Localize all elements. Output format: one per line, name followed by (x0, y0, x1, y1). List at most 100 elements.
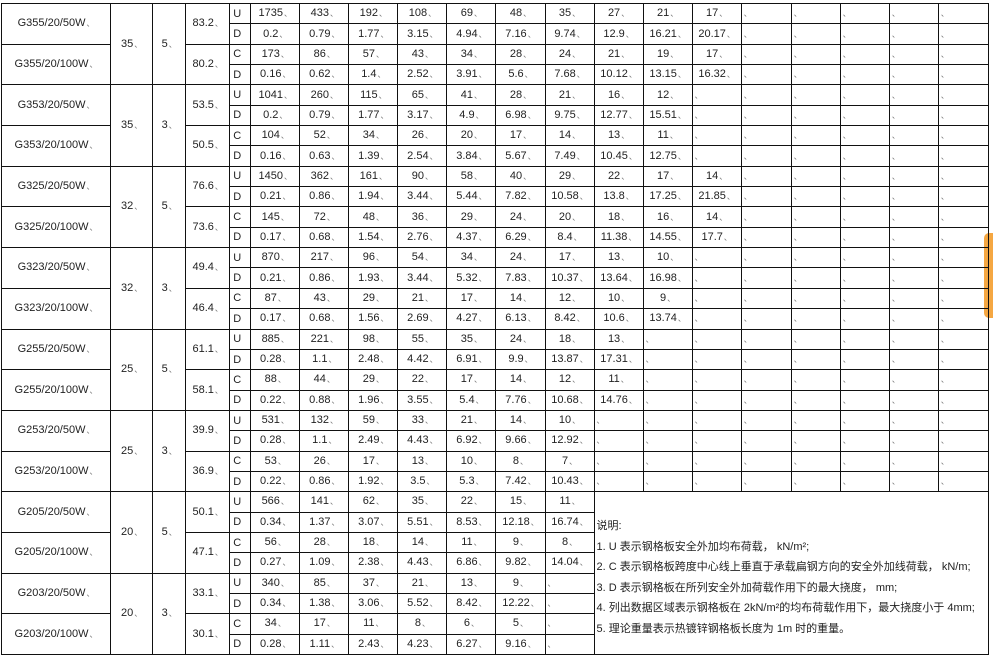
value-cell: 54 (397, 247, 448, 269)
empty-cell (888, 450, 939, 472)
empty-cell (888, 267, 939, 289)
empty-cell (839, 145, 890, 167)
empty-cell (544, 592, 595, 615)
value-cell: 17.31 (593, 348, 644, 371)
load-type: U (229, 165, 252, 188)
value-cell: 0.27 (250, 552, 301, 574)
value-cell: 1.96 (348, 389, 399, 411)
weight-value: 36.9 (185, 450, 231, 493)
value-cell: 29 (446, 206, 497, 228)
value-cell: 56 (250, 531, 301, 554)
value-cell: 19 (642, 43, 693, 66)
value-cell: 17 (495, 125, 546, 147)
product-model: G205/20/50W (0, 491, 112, 533)
empty-cell (888, 308, 939, 330)
span-value: 20 (110, 491, 154, 574)
value-cell: 14 (495, 369, 546, 391)
empty-cell (740, 267, 792, 289)
value-cell: 13 (446, 572, 497, 594)
empty-cell (740, 450, 792, 472)
empty-cell (740, 430, 792, 452)
load-type: D (229, 64, 252, 86)
value-cell: 531 (250, 409, 301, 432)
table-row: G255/20/50W25561.1U885221985535241813 (0, 328, 990, 411)
empty-cell (888, 206, 939, 228)
empty-cell (937, 186, 990, 208)
value-cell: 87 (250, 287, 301, 310)
table-row: D0.170.681.562.694.276.138.4210.613.74 (2, 308, 990, 330)
load-type: D (229, 633, 252, 656)
empty-cell (790, 43, 841, 66)
value-cell: 13.64 (593, 267, 644, 289)
value-cell: 22 (397, 369, 448, 391)
empty-cell (888, 328, 939, 350)
value-cell: 14 (691, 206, 742, 228)
value-cell: 13 (593, 328, 644, 350)
empty-cell (937, 104, 990, 127)
value-cell: 35 (446, 328, 497, 350)
empty-cell (839, 104, 890, 127)
value-cell: 14 (495, 287, 546, 310)
empty-cell (839, 64, 890, 86)
empty-cell (839, 348, 890, 371)
empty-cell (839, 430, 890, 452)
side-panel-tab[interactable] (984, 233, 993, 318)
empty-cell (937, 430, 990, 452)
empty-cell (937, 308, 990, 330)
empty-cell (790, 247, 841, 269)
product-model: G353/20/50W (0, 84, 112, 127)
empty-cell (740, 247, 792, 269)
empty-cell (937, 125, 990, 147)
value-cell: 0.68 (299, 308, 350, 330)
value-cell: 1450 (250, 165, 301, 188)
weight-value: 33.1 (185, 572, 231, 615)
value-cell: 3.15 (397, 23, 448, 45)
value-cell: 35 (397, 491, 448, 513)
value-cell: 48 (348, 206, 399, 228)
value-cell: 43 (299, 287, 350, 310)
load-type: U (229, 328, 252, 350)
empty-cell (740, 2, 792, 25)
value-cell: 0.86 (299, 470, 350, 493)
value-cell: 4.27 (446, 308, 497, 330)
value-cell: 17 (446, 369, 497, 391)
value-cell: 1.56 (348, 308, 399, 330)
empty-cell (740, 64, 792, 86)
empty-cell (937, 348, 990, 371)
weight-value: 50.5 (185, 125, 231, 167)
value-cell: 17 (348, 450, 399, 472)
value-cell: 88 (250, 369, 301, 391)
table-row: D0.281.12.484.426.919.913.8717.31 (2, 348, 990, 371)
value-cell: 62 (348, 491, 399, 513)
empty-cell (888, 125, 939, 147)
table-row: G205/20/50W20550.1U5661416235221511说明:1.… (0, 491, 990, 655)
value-cell: 24 (495, 206, 546, 228)
product-model: G325/20/50W (0, 165, 112, 208)
value-cell: 8 (544, 531, 595, 554)
empty-cell (790, 287, 841, 310)
value-cell: 10.43 (544, 470, 595, 493)
value-cell: 8.42 (446, 592, 497, 615)
value-cell: 48 (495, 2, 546, 25)
value-cell: 55 (397, 328, 448, 350)
empty-cell (691, 369, 742, 391)
value-cell: 4.94 (446, 23, 497, 45)
value-cell: 6.98 (495, 104, 546, 127)
table-row: D0.210.861.933.445.327.8310.3713.6416.98 (2, 267, 990, 289)
empty-cell (740, 104, 792, 127)
value-cell: 20 (446, 125, 497, 147)
empty-cell (888, 84, 939, 106)
empty-cell (888, 226, 939, 249)
value-cell: 10 (593, 287, 644, 310)
value-cell: 14 (544, 125, 595, 147)
value-cell: 57 (348, 43, 399, 66)
empty-cell (839, 125, 890, 147)
value-cell: 1.39 (348, 145, 399, 167)
table-row: G323/20/50W32349.4U87021796543424171310 (0, 247, 990, 330)
value-cell: 28 (299, 531, 350, 554)
value-cell: 18 (544, 328, 595, 350)
value-cell: 17 (691, 2, 742, 25)
empty-cell (691, 287, 742, 310)
load-type: D (229, 104, 252, 127)
table-row: D0.281.12.494.436.929.6612.92 (2, 430, 990, 452)
